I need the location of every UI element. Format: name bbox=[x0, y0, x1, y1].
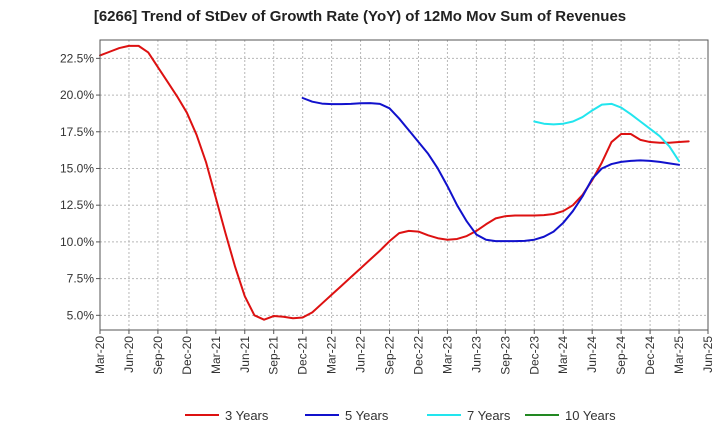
legend-label: 5 Years bbox=[345, 408, 389, 423]
y-tick-label: 12.5% bbox=[60, 198, 94, 212]
x-tick-label: Sep-20 bbox=[151, 336, 165, 375]
x-tick-label: Mar-23 bbox=[440, 336, 454, 374]
x-tick-label: Mar-25 bbox=[672, 336, 686, 374]
x-tick-label: Dec-24 bbox=[643, 336, 657, 375]
chart-title: [6266] Trend of StDev of Growth Rate (Yo… bbox=[93, 8, 627, 25]
legend: 3 Years 5 Years 7 Years 10 Years bbox=[185, 408, 616, 423]
legend-label: 10 Years bbox=[565, 408, 616, 423]
y-tick-label: 22.5% bbox=[60, 51, 94, 65]
x-tick-label: Jun-23 bbox=[469, 336, 483, 373]
x-tick-label: Mar-22 bbox=[325, 336, 339, 374]
y-tick-label: 17.5% bbox=[60, 125, 94, 139]
x-tick-label: Sep-21 bbox=[267, 336, 281, 375]
legend-label: 7 Years bbox=[467, 408, 511, 423]
y-tick-label: 10.0% bbox=[60, 235, 94, 249]
x-tick-label: Mar-21 bbox=[209, 336, 223, 374]
x-tick-label: Sep-23 bbox=[498, 336, 512, 375]
y-axis-ticks: 5.0% 7.5% 10.0% 12.5% 15.0% 17.5% 20.0% 22.5% bbox=[60, 51, 100, 322]
y-tick-label: 7.5% bbox=[67, 272, 95, 286]
legend-label: 3 Years bbox=[225, 408, 269, 423]
x-tick-label: Jun-22 bbox=[354, 336, 368, 373]
x-tick-label: Sep-24 bbox=[614, 336, 628, 375]
x-tick-label: Dec-20 bbox=[180, 336, 194, 375]
x-tick-label: Jun-21 bbox=[238, 336, 252, 373]
plot-frame bbox=[99, 39, 709, 331]
series-line-7-years bbox=[533, 102, 681, 163]
x-tick-label: Dec-22 bbox=[411, 336, 425, 375]
x-tick-label: Dec-21 bbox=[296, 336, 310, 375]
y-tick-label: 20.0% bbox=[60, 88, 94, 102]
y-tick-label: 5.0% bbox=[67, 308, 95, 322]
x-tick-label: Jun-20 bbox=[122, 336, 136, 373]
y-tick-label: 15.0% bbox=[60, 161, 94, 175]
x-tick-label: Jun-24 bbox=[585, 336, 599, 373]
x-tick-label: Mar-24 bbox=[556, 336, 570, 374]
x-tick-label: Jun-25 bbox=[701, 336, 715, 373]
series-line-5-years bbox=[301, 97, 681, 243]
x-tick-label: Sep-22 bbox=[383, 336, 397, 375]
x-tick-label: Dec-23 bbox=[527, 336, 541, 375]
x-axis-ticks: Mar-20 Jun-20 Sep-20 Dec-20 Mar-21 Jun-21 Sep-… bbox=[93, 330, 715, 375]
x-tick-label: Mar-20 bbox=[93, 336, 107, 374]
series-lines bbox=[99, 44, 690, 321]
gridlines bbox=[99, 40, 709, 330]
